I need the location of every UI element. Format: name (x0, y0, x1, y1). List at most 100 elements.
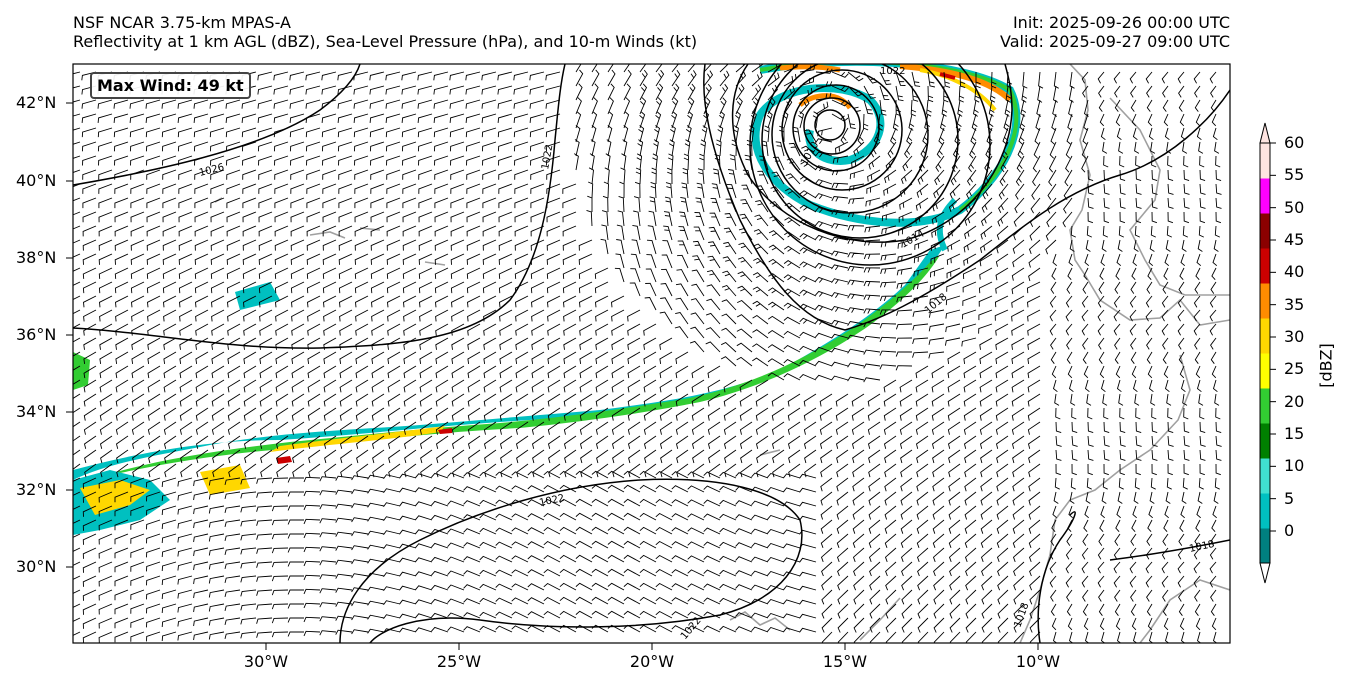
wind-barb (271, 477, 289, 484)
wind-barb (1209, 547, 1217, 560)
wind-barb (691, 379, 705, 393)
wind-barb (819, 421, 833, 435)
wind-barb (721, 327, 737, 339)
wind-barb (258, 183, 273, 194)
wind-barb (591, 97, 598, 115)
wind-barb (628, 449, 641, 464)
wind-barb (147, 365, 161, 379)
wind-barb (751, 612, 769, 619)
wind-barb (323, 407, 337, 421)
wind-barb (1068, 99, 1073, 117)
wind-barb (639, 596, 657, 605)
wind-barb (1029, 561, 1041, 577)
wind-barb (450, 253, 465, 265)
wind-barb (873, 127, 881, 145)
wind-barb (306, 169, 321, 180)
wind-barb (815, 151, 833, 158)
wind-barb (943, 71, 951, 88)
wind-barb (303, 588, 321, 595)
wind-barb (1087, 211, 1094, 224)
wind-barb (607, 69, 616, 87)
wind-barb (371, 351, 385, 364)
wind-barb (721, 341, 737, 353)
colorbar-segment (1260, 283, 1270, 319)
wind-barb (447, 612, 465, 619)
wind-barb (162, 281, 177, 294)
wind-barb (607, 554, 625, 563)
wind-barb (820, 519, 833, 534)
wind-barb (639, 568, 657, 577)
wind-barb (131, 337, 145, 350)
wind-barb (543, 526, 561, 535)
wind-barb (1161, 295, 1169, 308)
wind-barb (547, 351, 561, 364)
wind-barb (982, 183, 993, 200)
wind-barb (511, 611, 529, 619)
wind-barb (211, 309, 225, 322)
wind-barb (980, 211, 993, 227)
wind-barb (719, 555, 737, 563)
wind-barb (399, 599, 417, 605)
wind-barb (447, 584, 465, 591)
wind-barb (98, 603, 113, 615)
wind-barb (514, 267, 529, 279)
wind-barb (355, 407, 369, 421)
wind-barb (719, 83, 729, 101)
wind-barb (799, 76, 815, 87)
wind-barb (450, 169, 465, 180)
wind-barb (354, 225, 369, 237)
wind-barb (902, 155, 913, 172)
wind-barb (643, 365, 657, 379)
wind-barb (799, 571, 817, 577)
wind-barb (681, 182, 689, 199)
wind-barb (1012, 505, 1025, 520)
wind-barb (290, 169, 305, 180)
wind-barb (399, 473, 417, 479)
wind-barb (693, 226, 705, 241)
wind-barb (735, 598, 753, 605)
wind-barb (369, 113, 385, 123)
wind-barb (703, 64, 712, 73)
wind-barb (607, 125, 613, 143)
wind-barb (450, 183, 465, 194)
wind-barb (146, 505, 161, 516)
wind-barb (500, 449, 513, 464)
wind-barb (210, 197, 225, 209)
wind-barb (337, 71, 353, 81)
wind-barb (243, 295, 257, 308)
wind-barb (884, 449, 897, 464)
wind-barb (367, 474, 385, 480)
wind-barb (963, 407, 977, 421)
wind-barb (1050, 533, 1057, 546)
wind-barb (607, 512, 625, 521)
wind-barb (611, 351, 625, 364)
wind-barb (481, 71, 497, 81)
wind-barb (1084, 505, 1089, 519)
wind-barb (965, 197, 977, 213)
wind-barb (1199, 197, 1206, 209)
wind-barb (703, 83, 712, 101)
wind-barb (243, 421, 257, 435)
wind-barb (687, 513, 705, 521)
wind-barb (896, 267, 913, 276)
wind-barb (675, 421, 689, 435)
wind-barb (307, 323, 321, 336)
wind-barb (99, 295, 113, 308)
wind-barb (1179, 519, 1185, 532)
wind-barb (527, 541, 545, 549)
wind-barb (383, 558, 401, 564)
wind-barb (224, 575, 241, 584)
wind-barb (723, 407, 737, 421)
wind-barb (655, 484, 673, 493)
wind-barb (240, 589, 257, 597)
wind-barb (287, 603, 305, 609)
wind-barb (799, 473, 817, 479)
wind-barb (224, 491, 241, 500)
wind-barb (803, 393, 817, 407)
wind-barb (815, 248, 833, 255)
wind-barb (1163, 519, 1169, 532)
wind-barb (306, 267, 321, 279)
wind-barb (1065, 295, 1073, 308)
wind-barb (260, 449, 273, 464)
wind-barb (547, 309, 561, 322)
